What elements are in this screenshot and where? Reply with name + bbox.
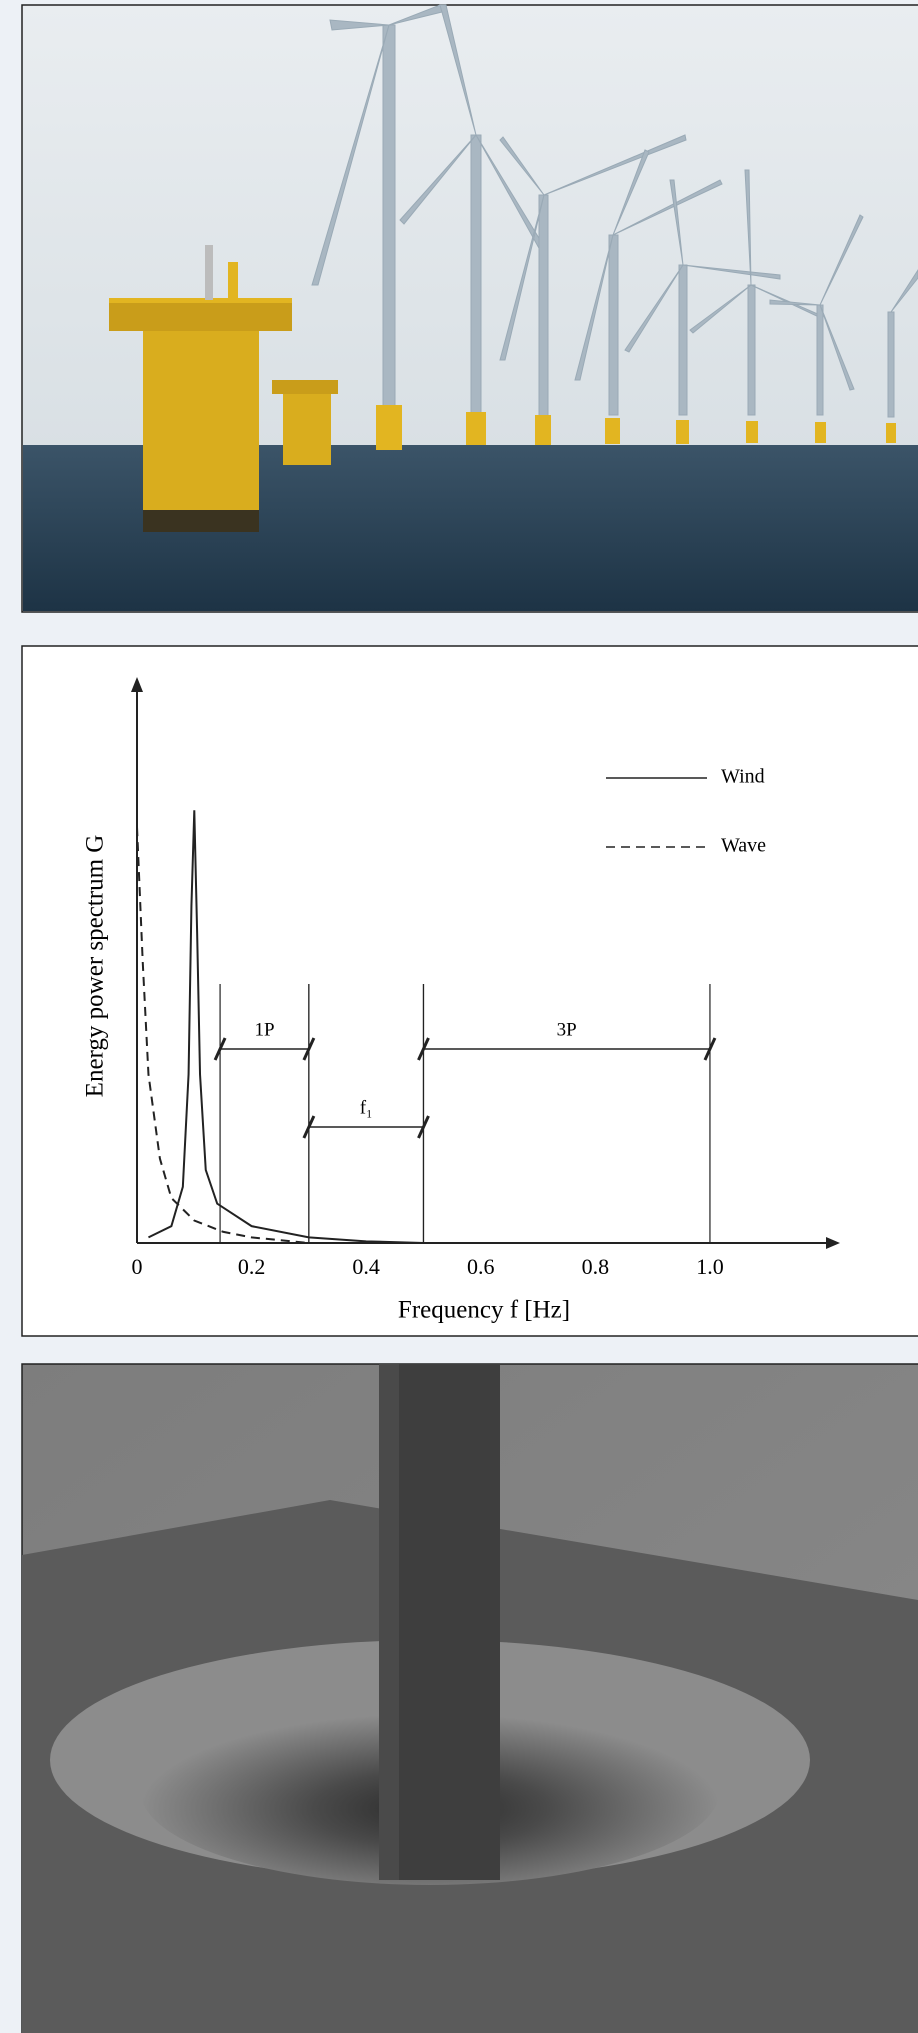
- chart-background: [21, 645, 918, 1337]
- x-tick-label: 0.8: [582, 1254, 610, 1279]
- y-axis-label: Energy power spectrum G: [82, 835, 109, 1098]
- x-tick-label: 0: [132, 1254, 143, 1279]
- chart-panel: Frequency f [Hz] Energy power spectrum G: [21, 645, 918, 1337]
- x-axis-label: Frequency f [Hz]: [398, 1297, 570, 1324]
- monopile-shade: [379, 1364, 399, 1880]
- foundations: [376, 405, 896, 450]
- x-tick-label: 0.2: [238, 1254, 266, 1279]
- x-axis-arrow: [826, 1237, 840, 1249]
- y-axis-arrow: [131, 677, 143, 692]
- x-tick-label: 0.4: [352, 1254, 380, 1279]
- photo-panel: [21, 4, 918, 613]
- monopile: [379, 1364, 500, 1880]
- series-line: [136, 827, 309, 1244]
- x-tick-label: 1.0: [696, 1254, 724, 1279]
- legend-label: Wind: [721, 766, 765, 788]
- x-tick-label: 0.6: [467, 1254, 495, 1279]
- turbines: [311, 4, 918, 418]
- legend-label: Wave: [721, 835, 766, 857]
- band-label: f₁: [360, 1097, 373, 1118]
- band-label: 1P: [254, 1019, 274, 1040]
- series-line: [148, 810, 424, 1244]
- band-label: 3P: [557, 1019, 577, 1040]
- platforms: [109, 245, 338, 532]
- render-panel: [21, 1363, 918, 2033]
